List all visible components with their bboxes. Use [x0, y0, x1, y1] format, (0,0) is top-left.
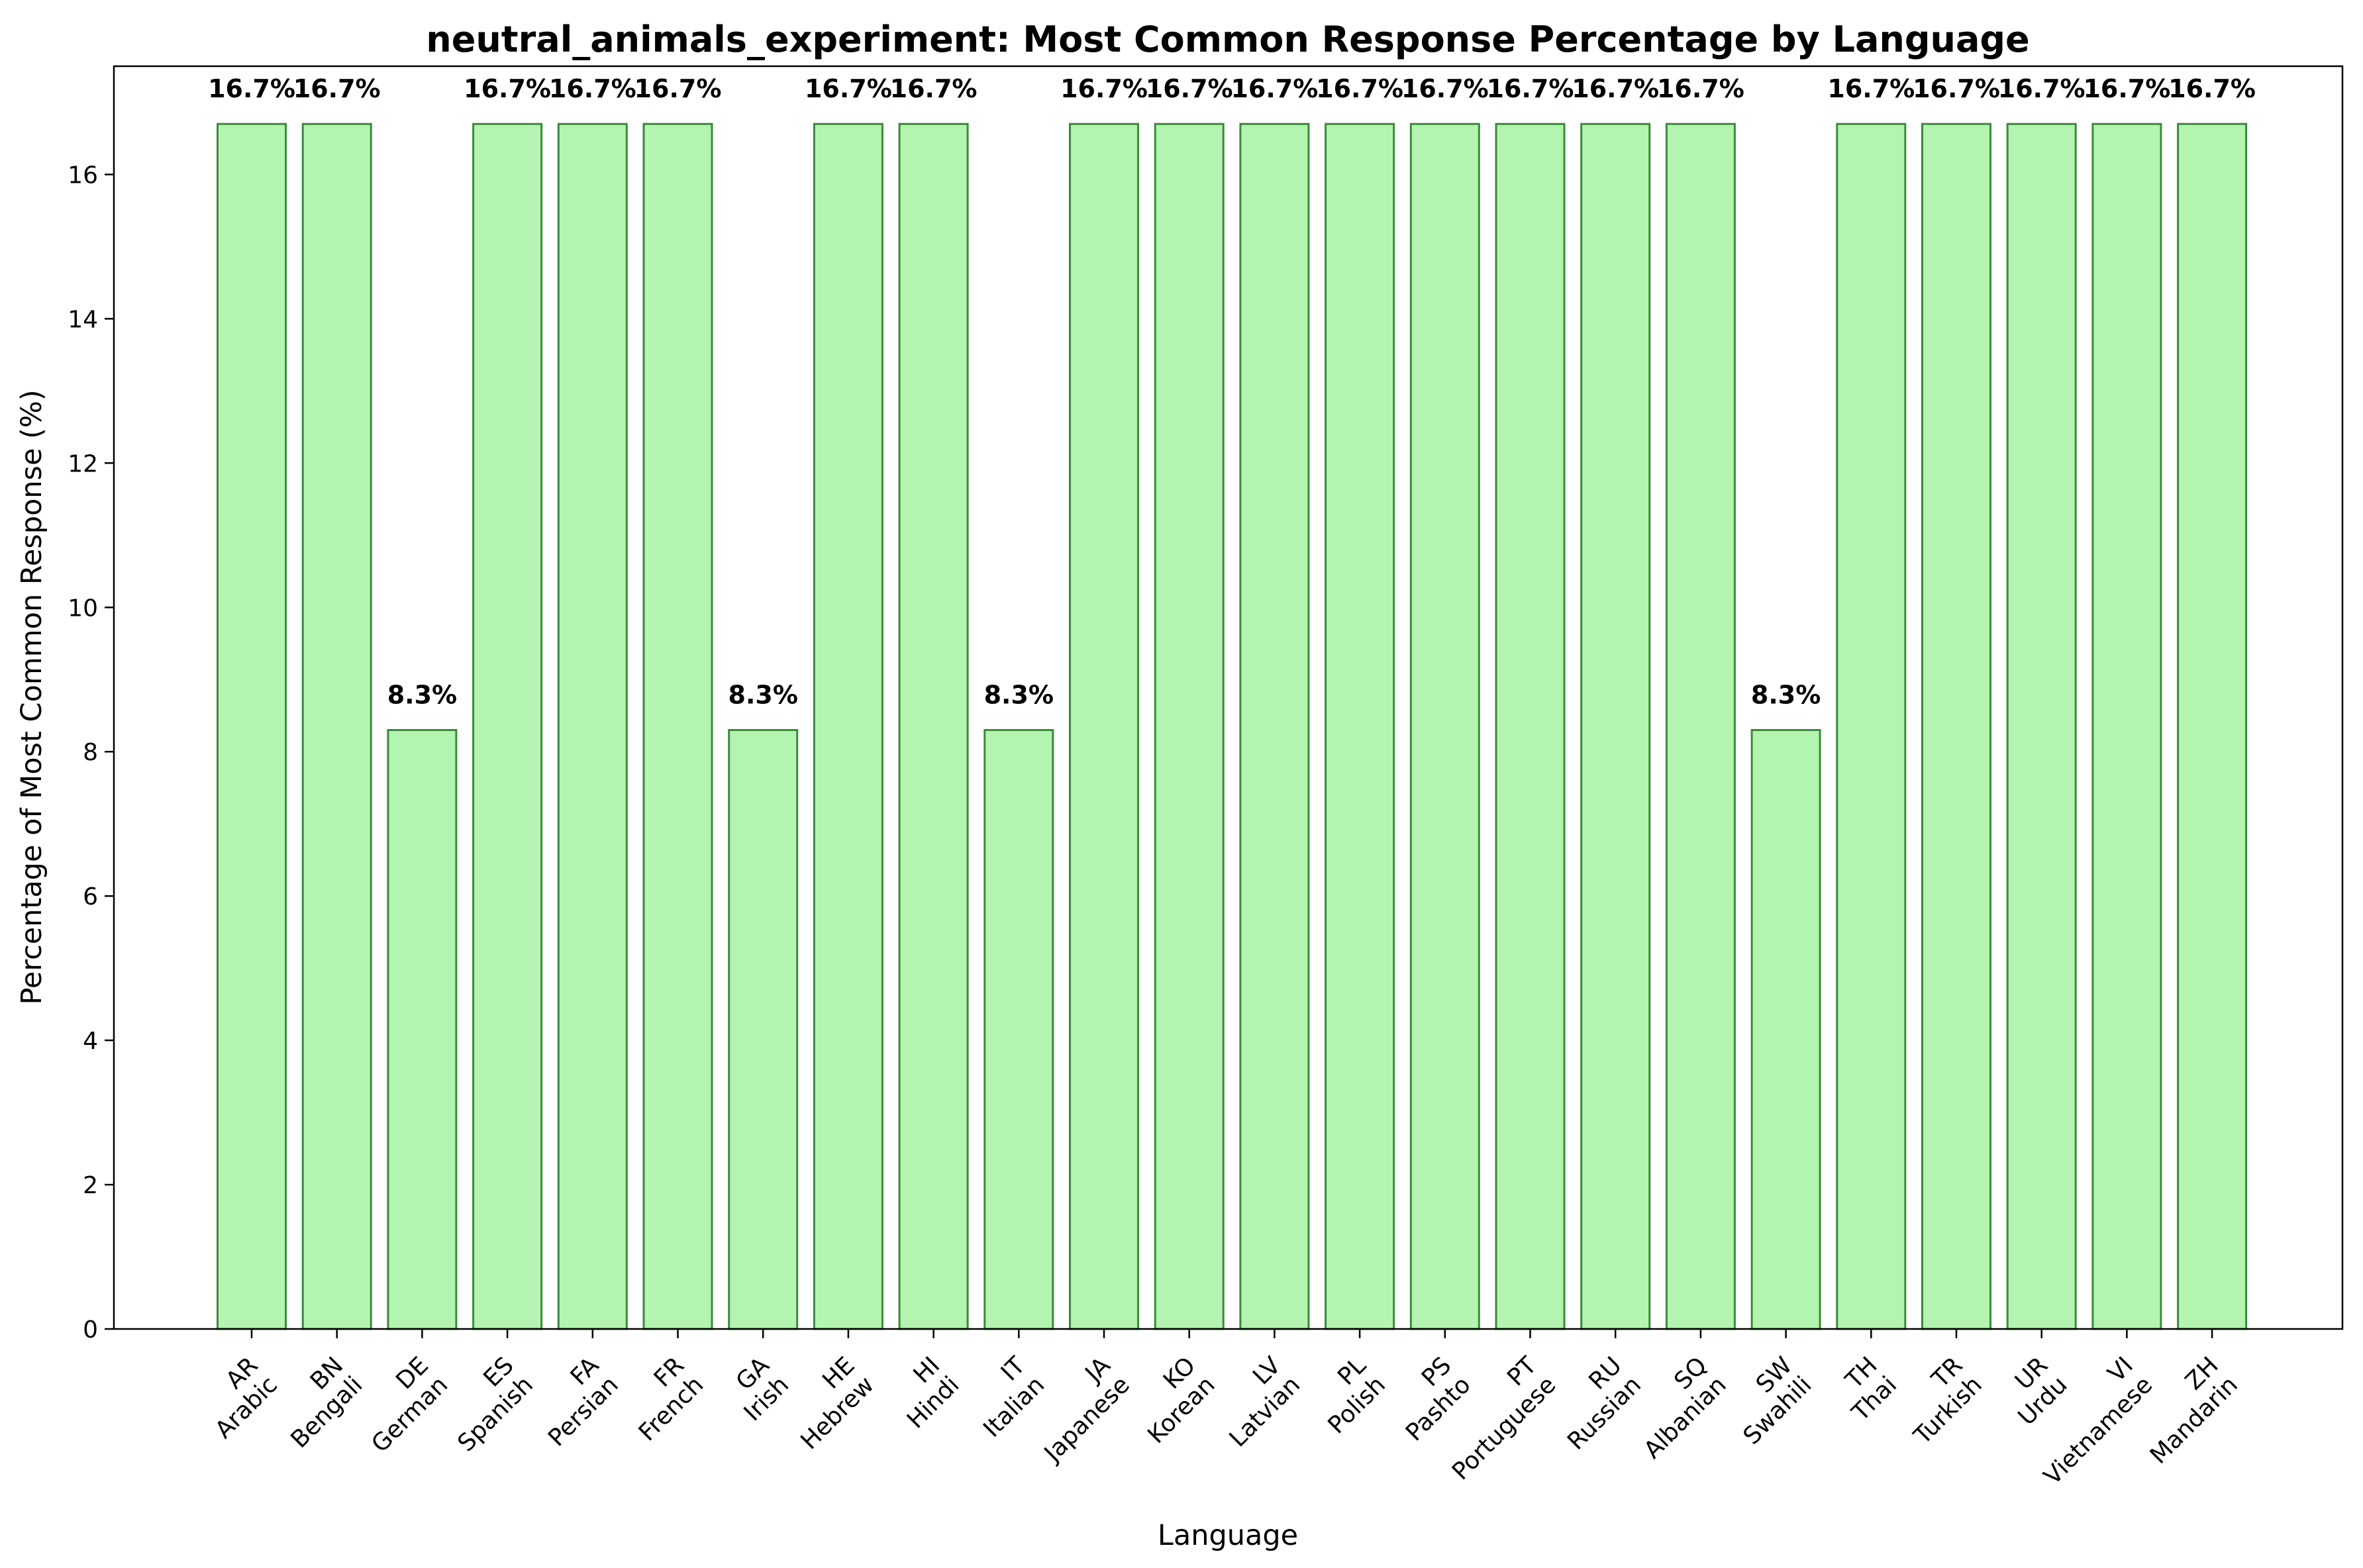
y-tick-label: 12	[68, 450, 98, 477]
bar	[472, 122, 543, 1330]
data-label: 16.7%	[1572, 74, 1659, 103]
data-label: 8.3%	[387, 681, 457, 710]
bar	[1239, 122, 1310, 1330]
y-tick-label: 4	[83, 1028, 98, 1055]
bars-group	[217, 122, 2248, 1330]
data-label: 16.7%	[1401, 74, 1489, 103]
bar	[642, 122, 713, 1330]
y-tick-label: 16	[68, 162, 98, 189]
bar	[1665, 122, 1736, 1330]
data-label: 16.7%	[1913, 74, 2000, 103]
bar	[301, 122, 372, 1330]
x-tick-label: THThai	[1827, 1352, 1902, 1427]
x-tick-label: HIHindi	[883, 1352, 965, 1434]
x-tick-label: DEGerman	[347, 1352, 453, 1458]
y-tick-label: 8	[83, 739, 98, 766]
y-tick-label: 0	[83, 1316, 98, 1344]
x-tick-label: ITItalian	[959, 1351, 1050, 1443]
x-tick-label: ARArabic	[191, 1352, 283, 1444]
data-label: 8.3%	[1751, 681, 1821, 710]
data-label: 16.7%	[464, 74, 551, 103]
x-tick-label: GAIrish	[719, 1351, 794, 1426]
data-label: 16.7%	[293, 74, 381, 103]
x-tick-label: SWSwahili	[1719, 1352, 1817, 1450]
data-label: 16.7%	[805, 74, 892, 103]
x-tick-label: ZHMandarin	[2126, 1352, 2243, 1469]
bar	[2006, 122, 2077, 1330]
bar	[1325, 122, 1395, 1330]
bar	[387, 729, 458, 1330]
data-label: 16.7%	[1827, 74, 1915, 103]
data-label: 8.3%	[984, 681, 1054, 710]
y-tick-label: 10	[68, 595, 98, 622]
y-axis: 0 2 4 6 8 10 12 14 16	[68, 162, 114, 1344]
bar	[1069, 122, 1139, 1330]
data-label: 16.7%	[1316, 74, 1403, 103]
x-tick-label: KOKorean	[1123, 1352, 1221, 1449]
x-tick-label: FRFrench	[615, 1352, 709, 1447]
x-tick-label: BNBengali	[266, 1352, 368, 1453]
bar	[728, 729, 799, 1330]
data-label: 16.7%	[2168, 74, 2256, 103]
data-label: 16.7%	[1998, 74, 2086, 103]
x-tick-label: SQAlbanian	[1619, 1352, 1731, 1464]
data-label: 16.7%	[1657, 74, 1744, 103]
bar	[983, 729, 1054, 1330]
y-axis-label: Percentage of Most Common Response (%)	[15, 390, 48, 1005]
chart-title: neutral_animals_experiment: Most Common …	[426, 19, 2029, 60]
x-tick-label: PLPolish	[1303, 1352, 1391, 1440]
bar	[2091, 122, 2162, 1330]
bar	[898, 122, 969, 1330]
bar	[1495, 122, 1566, 1330]
data-label: 16.7%	[1231, 74, 1318, 103]
bar	[557, 122, 628, 1330]
data-label: 16.7%	[634, 74, 722, 103]
bar	[1750, 729, 1821, 1330]
bar	[2177, 122, 2248, 1330]
bar	[813, 122, 883, 1330]
y-tick-label: 14	[68, 306, 98, 333]
x-tick-label: FAPersian	[524, 1351, 624, 1451]
data-labels-group: 16.7%16.7%8.3%16.7%16.7%16.7%8.3%16.7%16…	[208, 74, 2256, 709]
bar	[1921, 122, 1991, 1330]
data-label: 16.7%	[1060, 74, 1148, 103]
data-label: 16.7%	[890, 74, 978, 103]
x-tick-label: URUrdu	[1993, 1352, 2072, 1431]
data-label: 16.7%	[549, 74, 636, 103]
bar	[1580, 122, 1651, 1330]
x-tick-label: PSPashto	[1382, 1352, 1476, 1447]
bar	[217, 122, 287, 1330]
y-tick-label: 2	[83, 1172, 98, 1199]
x-tick-label: RURussian	[1543, 1352, 1646, 1455]
x-axis: ARArabic BNBengali DEGerman ESSpanish FAPers…	[191, 1329, 2243, 1491]
x-tick-label: TRTurkish	[1889, 1352, 1987, 1450]
data-label: 8.3%	[729, 681, 798, 710]
bar	[1409, 122, 1480, 1330]
y-tick-label: 6	[83, 883, 98, 910]
x-tick-label: HEHebrew	[776, 1352, 880, 1455]
data-label: 16.7%	[2083, 74, 2170, 103]
x-axis-label: Language	[1158, 1519, 1298, 1552]
plot-frame	[113, 65, 2344, 1330]
data-label: 16.7%	[1487, 74, 1574, 103]
x-tick-label: JAJapanese	[1019, 1351, 1136, 1468]
x-tick-label: ESSpanish	[433, 1352, 538, 1457]
bar	[1154, 122, 1225, 1330]
data-label: 16.7%	[208, 74, 295, 103]
bar	[1836, 122, 1907, 1330]
x-tick-label: LVLatvian	[1205, 1351, 1305, 1452]
data-label: 16.7%	[1146, 74, 1233, 103]
